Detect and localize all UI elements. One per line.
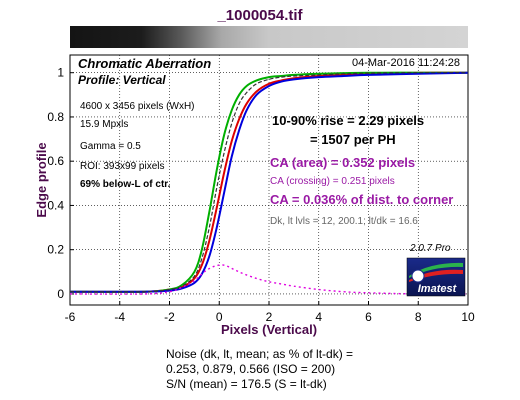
info-location: 69% below-L of ctr. <box>80 179 171 190</box>
x-tick-label: 6 <box>365 310 372 324</box>
rise-line-2: = 1507 per PH <box>310 132 396 147</box>
x-tick-label: 8 <box>415 310 422 324</box>
x-axis-ticks: -6 -4 -2 0 2 4 6 8 10 <box>65 301 475 324</box>
y-axis-title: Edge profile <box>34 142 49 217</box>
x-axis-title: Pixels (Vertical) <box>221 322 317 337</box>
series-line-ca-difference <box>69 264 469 295</box>
x-tick-label: 0 <box>216 310 223 324</box>
x-tick-label: 10 <box>461 310 475 324</box>
info-roi: ROI: 393x99 pixels <box>80 161 165 172</box>
ca-corner: CA = 0.036% of dist. to corner <box>270 192 453 207</box>
imatest-logo: Imatest <box>406 257 466 297</box>
panel-title: Chromatic Aberration <box>78 56 211 71</box>
ca-area: CA (area) = 0.352 pixels <box>270 155 415 170</box>
dark-light-levels: Dk, lt lvls = 12, 200.1; lt/dk = 16.6 <box>270 216 418 227</box>
plot-area <box>69 54 469 306</box>
series-line-green <box>69 71 468 293</box>
y-tick-label: 0.8 <box>47 110 64 124</box>
noise-line-1: Noise (dk, lt, mean; as % of lt-dk) = <box>166 347 354 361</box>
noise-summary: Noise (dk, lt, mean; as % of lt-dk) = 0.… <box>166 347 353 392</box>
y-tick-label: 0.4 <box>47 198 64 212</box>
noise-line-2: 0.253, 0.879, 0.566 (ISO = 200) <box>166 362 336 376</box>
y-tick-label: 0.6 <box>47 154 64 168</box>
ca-crossing: CA (crossing) = 0.251 pixels <box>270 176 395 187</box>
x-tick-label: 2 <box>266 310 273 324</box>
info-megapixels: 15.9 Mpxls <box>80 119 128 130</box>
x-tick-label: 4 <box>315 310 322 324</box>
x-tick-label: -6 <box>65 310 76 324</box>
noise-line-3: S/N (mean) = 176.5 (S = lt-dk) <box>166 377 327 391</box>
y-tick-label: 1 <box>57 66 64 80</box>
edge-image-strip <box>70 26 468 48</box>
panel-subtitle: Profile: Vertical <box>78 73 166 87</box>
x-tick-label: -2 <box>164 310 175 324</box>
y-tick-label: 0.2 <box>47 243 64 257</box>
series-group <box>69 71 469 295</box>
info-dimensions: 4600 x 3456 pixels (WxH) <box>80 101 195 112</box>
timestamp: 04-Mar-2016 11:24:28 <box>352 57 460 69</box>
logo-circle-icon <box>411 269 425 283</box>
info-gamma: Gamma = 0.5 <box>80 141 141 152</box>
series-line-luminance <box>69 72 469 293</box>
series-line-blue <box>69 71 469 293</box>
y-tick-label: 0 <box>57 287 64 301</box>
rise-line-1: 10-90% rise = 2.29 pixels <box>272 113 424 128</box>
chart-title: _1000054.tif <box>216 7 303 24</box>
x-tick-label: -4 <box>114 310 125 324</box>
logo-text: Imatest <box>418 283 458 295</box>
version-label: 2.0.7 Pro <box>409 243 451 254</box>
y-axis-ticks: 0 0.2 0.4 0.6 0.8 1 <box>47 66 74 301</box>
